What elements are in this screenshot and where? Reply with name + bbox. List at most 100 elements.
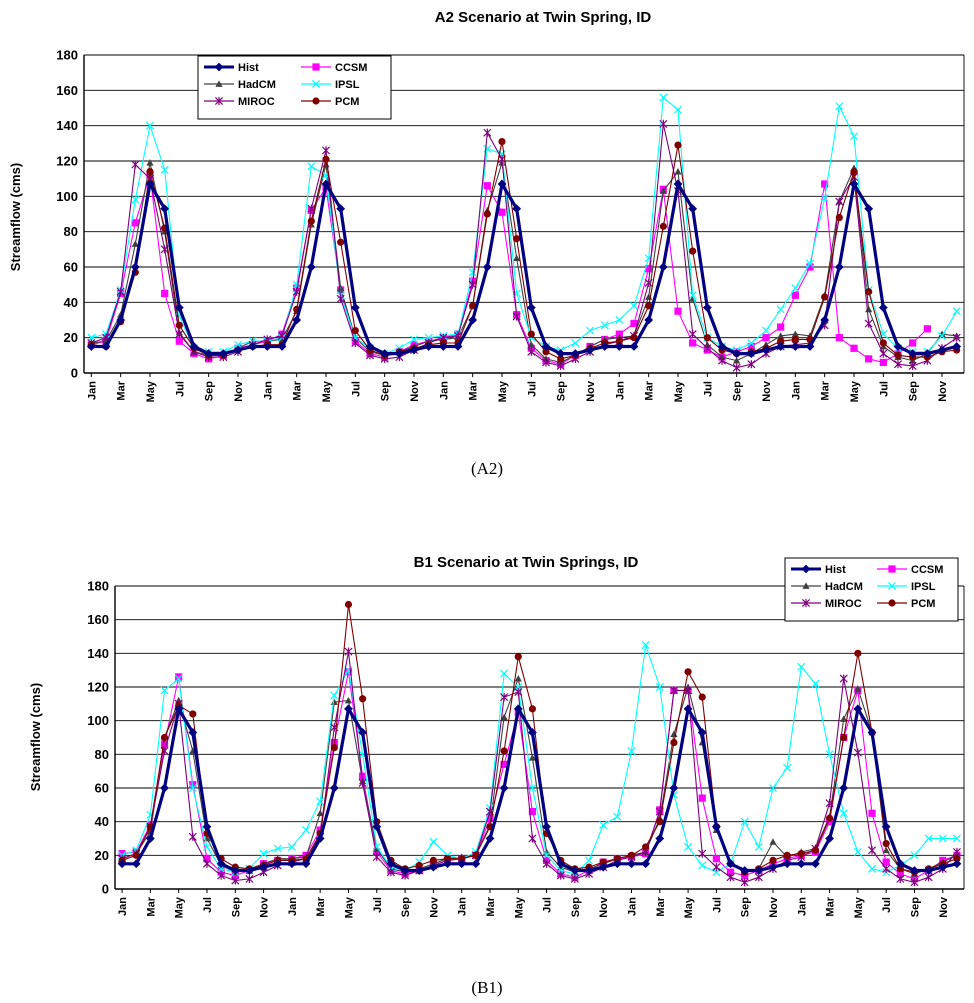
data-point bbox=[879, 349, 888, 358]
chart-b1-x-ticks: Jan Mar May Jul Sep Nov Jan Mar May Jul Sep Nov Jan M… bbox=[117, 889, 950, 918]
data-point bbox=[344, 600, 353, 609]
data-point bbox=[629, 342, 639, 351]
data-point bbox=[702, 303, 712, 313]
data-point bbox=[688, 204, 698, 214]
x-tick-label: Jan bbox=[796, 897, 808, 916]
data-point bbox=[698, 794, 706, 802]
data-point bbox=[835, 197, 844, 206]
data-point bbox=[233, 340, 243, 349]
data-point bbox=[499, 783, 509, 793]
x-tick-label: Jul bbox=[881, 897, 893, 913]
x-tick-label: Sep bbox=[908, 381, 920, 401]
data-point bbox=[865, 305, 873, 313]
data-point bbox=[116, 315, 126, 325]
data-point bbox=[684, 668, 692, 676]
data-point bbox=[882, 846, 890, 854]
data-point bbox=[400, 866, 410, 875]
data-point bbox=[292, 280, 301, 289]
data-point bbox=[330, 691, 339, 700]
legend-entry-pcm: PCM bbox=[877, 598, 935, 610]
data-point bbox=[783, 763, 792, 772]
y-tick-label: 120 bbox=[56, 154, 78, 169]
data-point bbox=[350, 303, 360, 313]
data-point bbox=[684, 842, 693, 851]
x-tick-label: Mar bbox=[292, 380, 304, 400]
y-tick-label: 40 bbox=[64, 295, 78, 310]
x-tick-label: Jan bbox=[614, 381, 626, 400]
data-point bbox=[896, 865, 904, 873]
data-point bbox=[174, 704, 184, 714]
data-point bbox=[598, 862, 608, 872]
data-point bbox=[394, 349, 404, 358]
data-point bbox=[627, 859, 636, 869]
data-point bbox=[542, 859, 551, 868]
data-point bbox=[777, 323, 785, 331]
data-point bbox=[717, 342, 727, 351]
data-point bbox=[358, 778, 367, 788]
series-line-hist bbox=[122, 704, 958, 873]
legend-label: MIROC bbox=[825, 598, 862, 610]
data-point bbox=[429, 856, 437, 864]
data-point bbox=[879, 339, 887, 347]
data-point bbox=[101, 342, 111, 351]
data-point bbox=[301, 859, 311, 869]
data-point bbox=[908, 349, 918, 358]
data-point bbox=[850, 168, 858, 176]
data-point bbox=[273, 844, 282, 853]
data-point bbox=[365, 342, 375, 351]
data-point bbox=[896, 874, 905, 883]
x-tick-label: Jan bbox=[790, 381, 802, 400]
data-point bbox=[849, 132, 859, 141]
data-point bbox=[513, 704, 523, 714]
data-point bbox=[160, 740, 169, 748]
data-point bbox=[878, 303, 888, 313]
data-point bbox=[599, 821, 608, 830]
legend-swatch-marker bbox=[215, 80, 223, 87]
x-tick-label: Jan bbox=[438, 381, 450, 400]
data-point bbox=[512, 204, 522, 214]
data-point bbox=[287, 859, 297, 869]
legend-entry-hist: Hist bbox=[791, 564, 846, 576]
data-point bbox=[203, 855, 211, 863]
data-point bbox=[768, 783, 777, 793]
chart-a2-series bbox=[86, 93, 962, 372]
y-tick-label: 180 bbox=[87, 579, 109, 594]
data-point bbox=[641, 859, 651, 869]
data-point bbox=[811, 679, 820, 688]
data-point bbox=[659, 187, 667, 194]
data-point bbox=[868, 846, 877, 855]
legend-label: Hist bbox=[825, 564, 846, 576]
data-point bbox=[796, 859, 806, 869]
data-point bbox=[938, 330, 946, 338]
data-point bbox=[386, 868, 395, 877]
data-point bbox=[854, 685, 862, 692]
x-tick-label: Nov bbox=[428, 896, 440, 918]
data-point bbox=[840, 715, 848, 722]
data-point bbox=[698, 693, 706, 701]
data-point bbox=[726, 859, 735, 869]
data-point bbox=[659, 93, 668, 102]
data-point bbox=[414, 866, 424, 875]
data-point bbox=[438, 342, 448, 351]
data-point bbox=[674, 168, 682, 175]
legend-entry-hist: Hist bbox=[204, 62, 259, 74]
data-point bbox=[277, 342, 287, 351]
x-tick-label: Mar bbox=[644, 380, 656, 400]
data-point bbox=[922, 349, 932, 358]
data-point bbox=[86, 342, 96, 351]
chart-a2-y-ticks: 0 20 40 60 80 100 120 140 160 180 bbox=[56, 48, 78, 381]
data-point bbox=[306, 262, 316, 272]
data-point bbox=[584, 866, 594, 875]
legend-label: PCM bbox=[911, 598, 935, 610]
data-point bbox=[259, 849, 268, 858]
data-point bbox=[769, 856, 777, 864]
data-point bbox=[557, 355, 565, 363]
data-point bbox=[910, 878, 919, 887]
x-tick-label: May bbox=[849, 380, 861, 402]
data-point bbox=[118, 850, 126, 858]
x-tick-label: May bbox=[683, 896, 695, 918]
data-point bbox=[570, 349, 580, 358]
data-point bbox=[777, 337, 785, 345]
series-miroc bbox=[87, 119, 961, 372]
